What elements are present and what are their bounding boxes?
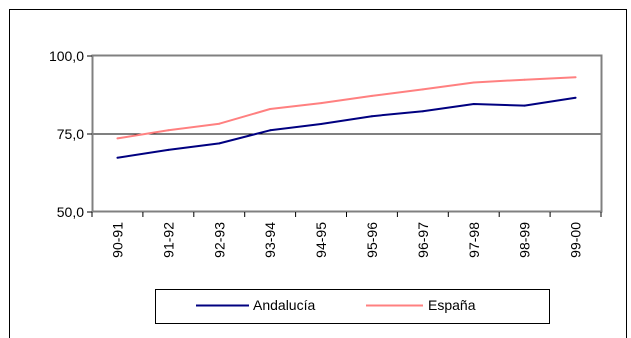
data-point-andalucia: [472, 103, 475, 106]
y-tick-label: 100,0: [49, 48, 84, 64]
data-point-andalucia: [116, 156, 119, 159]
data-point-andalucia: [320, 123, 323, 126]
x-tick-label: 93-94: [262, 222, 278, 258]
data-point-espana: [421, 88, 424, 91]
x-tick-label: 95-96: [364, 222, 380, 258]
x-tick-label: 94-95: [313, 222, 329, 258]
y-tick-label: 75,0: [57, 126, 84, 142]
data-point-espana: [574, 76, 577, 79]
data-point-espana: [370, 94, 373, 97]
data-point-andalucia: [167, 148, 170, 151]
x-tick-label: 90-91: [109, 222, 125, 258]
plot-area: [91, 54, 603, 213]
data-point-andalucia: [269, 129, 272, 132]
data-point-espana: [269, 108, 272, 111]
data-point-espana: [218, 122, 221, 125]
x-tick-label: 92-93: [211, 222, 227, 258]
x-axis: 90-91 91-92 92-93 93-94 94-95 95-96 96-97 97-98…: [91, 212, 602, 258]
y-axis: 50,0 75,0 100,0: [49, 48, 92, 220]
data-point-espana: [472, 81, 475, 84]
legend-label-espana: España: [428, 297, 476, 313]
data-point-andalucia: [523, 104, 526, 107]
x-tick-label: 99-00: [568, 222, 584, 258]
legend-label-andalucia: Andalucía: [253, 297, 315, 313]
data-point-espana: [167, 129, 170, 132]
data-point-espana: [116, 137, 119, 140]
x-tick-label: 91-92: [160, 222, 176, 258]
series-lines: [116, 76, 577, 159]
data-point-espana: [523, 78, 526, 81]
x-tick-label: 98-99: [517, 222, 533, 258]
series-line-andalucia: [117, 96, 576, 159]
x-tick-label: 96-97: [415, 222, 431, 258]
data-point-andalucia: [574, 96, 577, 99]
data-point-andalucia: [370, 115, 373, 118]
data-point-andalucia: [421, 110, 424, 113]
y-tick-label: 50,0: [57, 204, 84, 220]
data-point-andalucia: [218, 142, 221, 145]
legend: Andalucía España: [155, 289, 550, 324]
chart-area-border: [9, 9, 627, 338]
x-tick-label: 97-98: [466, 222, 482, 258]
series-line-espana: [117, 76, 576, 140]
data-point-espana: [320, 102, 323, 105]
